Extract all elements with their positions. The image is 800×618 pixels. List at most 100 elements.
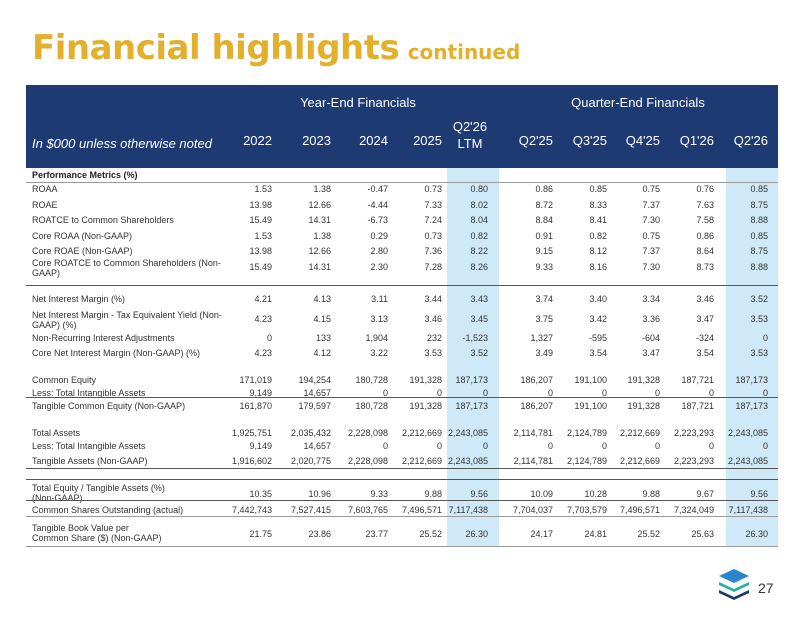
- table-cell: 15.49: [249, 262, 272, 272]
- table-cell: 7.30: [642, 215, 660, 225]
- table-cell: 2,114,781: [513, 428, 553, 438]
- table-cell: 191,328: [627, 401, 660, 411]
- table-cell: 7,603,765: [347, 505, 388, 515]
- row-label: Common Equity: [32, 375, 97, 385]
- table-cell: 2,223,293: [673, 456, 714, 466]
- table-cell: 8.22: [470, 246, 488, 256]
- table-cell: 13.98: [249, 200, 272, 210]
- table-cell: 2,212,669: [401, 428, 442, 438]
- table-cell: 9,149: [249, 441, 272, 451]
- table-cell: 2,228,098: [347, 456, 388, 466]
- table-cell: 4.12: [313, 348, 331, 358]
- company-logo-icon: [717, 567, 751, 606]
- table-cell: 1,925,751: [231, 428, 272, 438]
- table-divider: [26, 182, 778, 183]
- table-cell: 3.53: [424, 348, 442, 358]
- column-header: 2025: [413, 133, 442, 148]
- table-cell: 0: [382, 441, 388, 451]
- table-cell: 8.12: [589, 246, 607, 256]
- table-cell: 3.46: [696, 294, 714, 304]
- table-cell: 0: [708, 388, 714, 398]
- table-cell: 3.43: [470, 294, 488, 304]
- table-cell: 2,243,085: [727, 428, 768, 438]
- table-cell: 14.31: [308, 215, 331, 225]
- table-cell: -324: [695, 333, 714, 343]
- table-cell: 3.53: [750, 314, 768, 324]
- table-cell: 3.47: [642, 348, 660, 358]
- row-label: Non-Recurring Interest Adjustments: [32, 333, 175, 343]
- table-divider: [26, 479, 778, 480]
- row-label: Total Assets: [32, 428, 81, 438]
- table-cell: 12.66: [308, 200, 331, 210]
- column-header: Q1'26: [679, 133, 714, 148]
- table-cell: 9.67: [696, 489, 714, 499]
- table-cell: 3.75: [535, 314, 553, 324]
- table-cell: 3.34: [642, 294, 660, 304]
- table-divider: [26, 500, 778, 501]
- table-cell: 0: [762, 333, 768, 343]
- table-cell: 8.64: [696, 246, 714, 256]
- table-cell: 7.37: [642, 200, 660, 210]
- table-cell: 7,496,571: [401, 505, 442, 515]
- table-cell: 2,124,789: [566, 428, 607, 438]
- table-cell: 3.47: [696, 314, 714, 324]
- table-cell: 194,254: [298, 375, 331, 385]
- column-header: Q2'25: [518, 133, 553, 148]
- table-cell: 7.36: [424, 246, 442, 256]
- table-cell: 8.41: [589, 215, 607, 225]
- table-cell: 24.81: [584, 529, 607, 539]
- table-cell: 4.21: [254, 294, 272, 304]
- table-cell: 133: [315, 333, 331, 343]
- table-cell: 12.66: [308, 246, 331, 256]
- table-cell: 8.33: [589, 200, 607, 210]
- table-cell: 161,870: [239, 401, 272, 411]
- table-cell: 26.30: [465, 529, 488, 539]
- table-cell: 23.77: [365, 529, 388, 539]
- table-cell: 191,328: [409, 401, 442, 411]
- table-cell: 3.11: [371, 294, 388, 304]
- row-label: Tangible Book Value per Common Share ($) …: [32, 523, 162, 543]
- table-cell: 2,114,781: [513, 456, 553, 466]
- table-cell: 0: [382, 388, 388, 398]
- table-cell: 3.13: [370, 314, 388, 324]
- table-cell: 186,207: [520, 375, 553, 385]
- table-cell: 3.22: [370, 348, 388, 358]
- row-label: Total Equity / Tangible Assets (%) (Non-G…: [32, 483, 165, 503]
- table-cell: 25.52: [419, 529, 442, 539]
- table-cell: 7,442,743: [231, 505, 272, 515]
- table-cell: 8.72: [535, 200, 553, 210]
- table-cell: 2,243,085: [447, 428, 488, 438]
- table-cell: 3.52: [470, 348, 488, 358]
- table-cell: 21.75: [249, 529, 272, 539]
- table-cell: 0.82: [589, 231, 607, 241]
- group-quarter-end: Quarter-End Financials: [571, 95, 705, 110]
- row-label: Less: Total Intangible Assets: [32, 441, 146, 451]
- table-cell: 10.96: [308, 489, 331, 499]
- column-header: Q3'25: [572, 133, 607, 148]
- table-cell: 0.75: [642, 184, 660, 194]
- table-cell: -6.73: [367, 215, 388, 225]
- table-cell: 0.82: [470, 231, 488, 241]
- table-cell: 26.30: [745, 529, 768, 539]
- table-cell: 0: [482, 441, 488, 451]
- table-cell: 3.52: [750, 294, 768, 304]
- table-cell: 0.85: [750, 231, 768, 241]
- table-cell: 0.75: [642, 231, 660, 241]
- table-cell: 0.29: [370, 231, 388, 241]
- table-cell: 179,597: [298, 401, 331, 411]
- table-cell: 180,728: [355, 401, 388, 411]
- table-cell: 3.49: [535, 348, 553, 358]
- table-cell: 0: [547, 441, 553, 451]
- table-cell: 2,212,669: [619, 428, 660, 438]
- units-note: In $000 unless otherwise noted: [32, 136, 212, 151]
- table-header: Year-End Financials Quarter-End Financia…: [26, 85, 778, 168]
- table-cell: 24.17: [530, 529, 553, 539]
- table-cell: 191,328: [409, 375, 442, 385]
- row-label: Net Interest Margin (%): [32, 294, 126, 304]
- table-cell: 2,223,293: [673, 428, 714, 438]
- row-label: ROATCE to Common Shareholders: [32, 215, 174, 225]
- table-cell: 9.56: [750, 489, 768, 499]
- table-cell: 4.23: [254, 348, 272, 358]
- table-cell: 1.53: [254, 231, 272, 241]
- table-divider: [26, 397, 778, 398]
